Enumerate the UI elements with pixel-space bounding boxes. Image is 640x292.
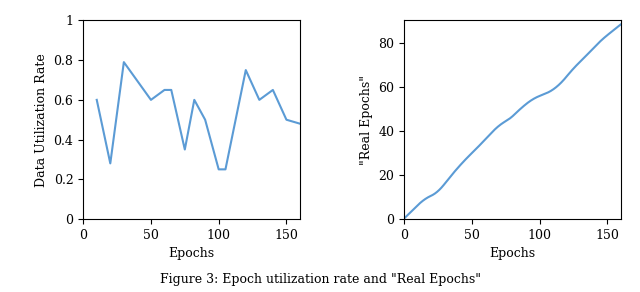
X-axis label: Epochs: Epochs — [168, 247, 214, 260]
Y-axis label: Data Utilization Rate: Data Utilization Rate — [35, 53, 48, 187]
Y-axis label: "Real Epochs": "Real Epochs" — [360, 75, 372, 165]
Text: Figure 3: Epoch utilization rate and "Real Epochs": Figure 3: Epoch utilization rate and "Re… — [159, 273, 481, 286]
X-axis label: Epochs: Epochs — [490, 247, 536, 260]
